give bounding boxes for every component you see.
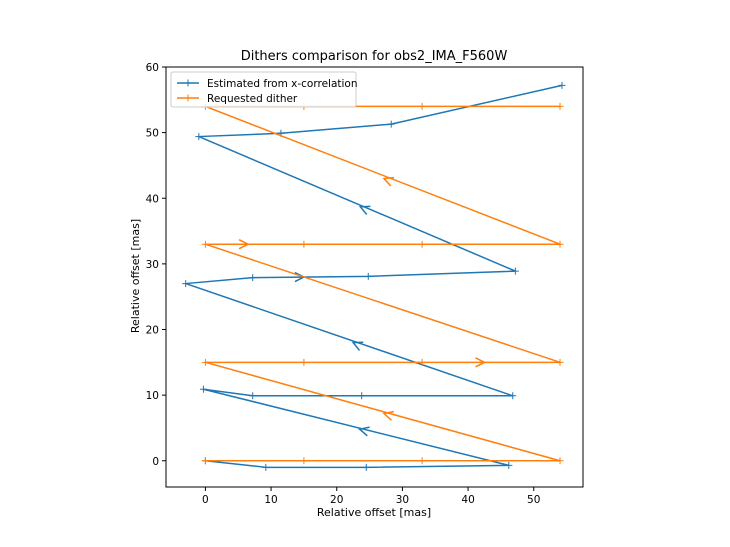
y-tick-label-6: 60 bbox=[146, 62, 159, 74]
series-0-point-12 bbox=[195, 133, 203, 141]
y-tick-label-4: 40 bbox=[146, 193, 159, 205]
series-0-arrow-2 bbox=[351, 341, 364, 351]
series-1-point-10 bbox=[418, 240, 426, 248]
y-axis-label: Relative offset [mas] bbox=[129, 219, 142, 333]
series-0-point-15 bbox=[558, 81, 566, 89]
series-0-arrow-1 bbox=[358, 205, 371, 216]
series-1-point-15 bbox=[556, 102, 564, 110]
series-1-point-8 bbox=[201, 240, 209, 248]
y-tick-label-3: 30 bbox=[146, 259, 159, 271]
series-line-0 bbox=[184, 84, 563, 469]
series-1-point-0 bbox=[201, 457, 209, 465]
series-1-point-7 bbox=[556, 358, 564, 366]
series-1-point-2 bbox=[418, 457, 426, 465]
legend-label-1: Requested dither bbox=[207, 93, 298, 105]
x-tick-label-1: 10 bbox=[264, 494, 277, 506]
series-0-point-6 bbox=[358, 392, 366, 400]
x-tick-label-2: 20 bbox=[330, 494, 343, 506]
series-1-arrow-3 bbox=[382, 410, 395, 421]
series-0-point-3 bbox=[505, 461, 513, 469]
series-0-point-10 bbox=[364, 272, 372, 280]
series-0-point-11 bbox=[511, 267, 519, 275]
legend-box bbox=[170, 71, 357, 108]
series-0-point-8 bbox=[182, 280, 190, 288]
series-1-point-9 bbox=[300, 240, 308, 248]
series-1-point-14 bbox=[418, 102, 426, 110]
series-1-point-1 bbox=[300, 457, 308, 465]
series-0-point-14 bbox=[387, 120, 395, 128]
series-1-arrow-1 bbox=[475, 357, 487, 368]
series-1-point-4 bbox=[201, 358, 209, 366]
legend: Estimated from x-correlation Requested di… bbox=[170, 71, 358, 108]
series-0-point-5 bbox=[249, 392, 257, 400]
series-0-point-1 bbox=[262, 463, 270, 471]
x-tick-label-3: 30 bbox=[396, 494, 409, 506]
y-tick-label-1: 10 bbox=[146, 390, 159, 402]
axes: 0 10 20 30 40 50 0 10 20 30 40 50 60 bbox=[146, 62, 584, 506]
series-1-point-6 bbox=[418, 358, 426, 366]
x-tick-label-5: 50 bbox=[527, 494, 540, 506]
y-tick-label-0: 0 bbox=[152, 456, 159, 468]
series-0-point-2 bbox=[362, 463, 370, 471]
x-axis-label: Relative offset [mas] bbox=[317, 506, 431, 519]
series-0-arrow-3 bbox=[358, 426, 370, 437]
x-tick-label-4: 40 bbox=[461, 494, 474, 506]
series-1-point-11 bbox=[556, 240, 564, 248]
series-0-point-4 bbox=[199, 385, 207, 393]
series-1-point-3 bbox=[556, 457, 564, 465]
series-1-arrow-0 bbox=[238, 239, 250, 250]
series-0-point-9 bbox=[249, 274, 257, 282]
series-0-point-7 bbox=[509, 392, 517, 400]
legend-label-0: Estimated from x-correlation bbox=[207, 78, 358, 90]
chart-title: Dithers comparison for obs2_IMA_F560W bbox=[241, 49, 508, 64]
series-1-arrow-2 bbox=[382, 176, 395, 187]
y-tick-label-5: 50 bbox=[146, 128, 159, 140]
y-tick-label-2: 20 bbox=[146, 325, 159, 337]
x-tick-label-0: 0 bbox=[202, 494, 209, 506]
axes-frame bbox=[165, 66, 584, 488]
series-1-point-5 bbox=[300, 358, 308, 366]
legend-marker-0 bbox=[184, 79, 192, 87]
legend-marker-1 bbox=[184, 94, 192, 102]
